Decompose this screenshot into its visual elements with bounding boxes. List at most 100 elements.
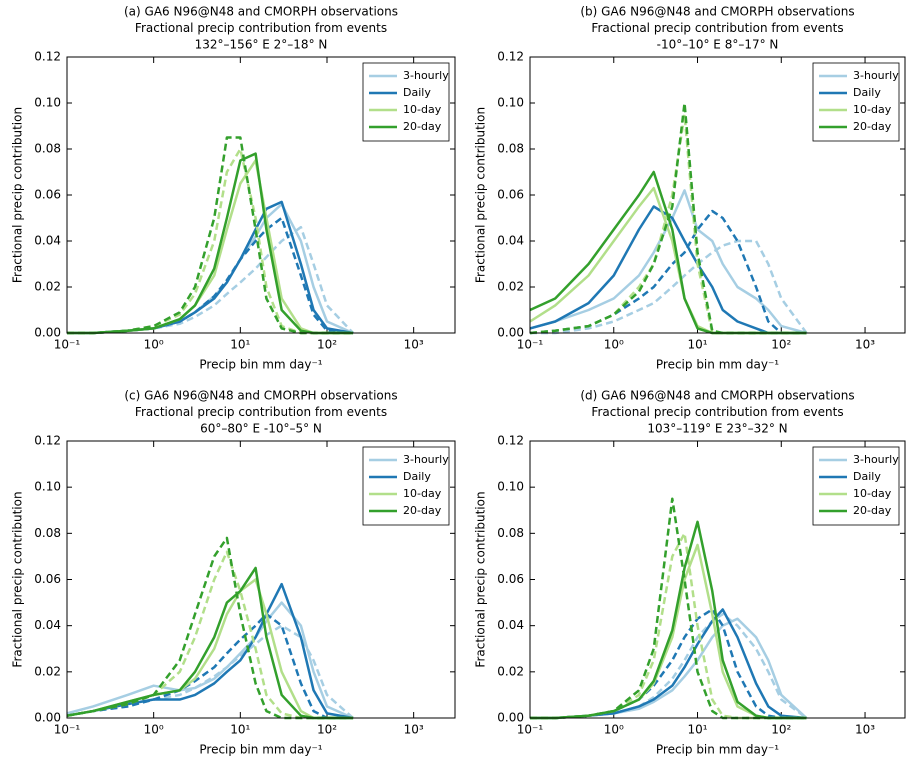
series-dashed-line: [66, 536, 354, 720]
y-axis-label: Fractional precip contribution: [474, 107, 488, 283]
legend-label: 3-hourly: [403, 453, 449, 466]
series-dashed-line: [67, 136, 354, 335]
y-tick-label: 0.08: [34, 142, 61, 156]
y-tick-label: 0.00: [497, 711, 524, 725]
y-tick-label: 0.04: [497, 618, 524, 632]
y-tick-label: 0.12: [497, 50, 524, 64]
legend-label: 10-day: [853, 487, 892, 500]
chart-title: (a) GA6 N96@N48 and CMORPH observations: [124, 5, 398, 19]
y-tick-label: 0.00: [34, 711, 61, 725]
x-tick-label: 10⁻¹: [517, 723, 544, 737]
series-line: [67, 200, 354, 335]
y-tick-label: 0.06: [34, 572, 61, 586]
y-tick-label: 0.04: [497, 234, 524, 248]
x-axis-label: Precip bin mm day⁻¹: [199, 743, 322, 757]
legend-label: 10-day: [853, 103, 892, 116]
chart-title: (d) GA6 N96@N48 and CMORPH observations: [580, 389, 854, 403]
x-tick-label: 10¹: [687, 338, 707, 352]
chart-title: 103°–119° E 23°–32° N: [647, 422, 787, 436]
series-line: [67, 152, 354, 335]
series-dashed-line: [530, 532, 807, 720]
plot-frame: [66, 56, 456, 334]
series-line: [529, 205, 807, 335]
x-tick-label: 10⁰: [144, 723, 164, 737]
chart-title: Fractional precip contribution from even…: [135, 405, 387, 419]
x-tick-label: 10⁰: [604, 338, 624, 352]
plot-frame: [66, 440, 456, 719]
y-tick-label: 0.10: [497, 96, 524, 110]
x-tick-label: 10²: [771, 723, 791, 737]
y-tick-label: 0.08: [497, 526, 524, 540]
legend-label: Daily: [403, 86, 431, 99]
x-axis-label: Precip bin mm day⁻¹: [656, 358, 779, 372]
series-line: [529, 189, 807, 335]
series-dashed-line: [67, 216, 354, 335]
legend-label: Daily: [853, 470, 881, 483]
series-line: [66, 582, 354, 720]
legend-label: 3-hourly: [853, 69, 899, 82]
x-tick-label: 10¹: [230, 338, 250, 352]
y-axis-label: Fractional precip contribution: [474, 491, 488, 667]
y-tick-label: 0.02: [34, 280, 61, 294]
chart-title: (c) GA6 N96@N48 and CMORPH observations: [124, 389, 397, 403]
y-tick-label: 0.10: [34, 480, 61, 494]
x-tick-label: 10⁰: [144, 338, 164, 352]
y-tick-label: 0.06: [34, 188, 61, 202]
legend-label: 3-hourly: [853, 453, 899, 466]
chart-title: 132°–156° E 2°–18° N: [195, 38, 328, 52]
series-dashed-line: [67, 147, 354, 335]
x-tick-label: 10¹: [687, 723, 707, 737]
x-tick-label: 10⁻¹: [54, 338, 81, 352]
series-line: [67, 202, 354, 335]
chart-title: Fractional precip contribution from even…: [591, 405, 843, 419]
series-dashed-line: [529, 101, 807, 335]
series-dashed-line: [66, 624, 354, 719]
legend-label: Daily: [853, 86, 881, 99]
y-tick-label: 0.02: [34, 664, 61, 678]
x-tick-label: 10²: [771, 338, 791, 352]
series-line: [530, 617, 808, 720]
y-axis-label: Fractional precip contribution: [11, 107, 25, 283]
legend-label: 3-hourly: [403, 69, 449, 82]
chart-title: (b) GA6 N96@N48 and CMORPH observations: [580, 5, 854, 19]
y-tick-label: 0.04: [34, 234, 61, 248]
legend-label: 20-day: [853, 120, 892, 133]
legend-label: 10-day: [403, 103, 442, 116]
y-tick-label: 0.00: [34, 326, 61, 340]
series-line: [66, 578, 354, 720]
legend-label: Daily: [403, 470, 431, 483]
y-tick-label: 0.02: [497, 664, 524, 678]
series-dashed-line: [66, 612, 354, 720]
y-tick-label: 0.10: [497, 480, 524, 494]
chart-title: 60°–80° E -10°–5° N: [200, 422, 322, 436]
x-tick-label: 10⁰: [604, 723, 624, 737]
x-tick-label: 10³: [855, 723, 875, 737]
x-tick-label: 10²: [317, 338, 337, 352]
legend-label: 20-day: [853, 504, 892, 517]
y-tick-label: 0.10: [34, 96, 61, 110]
chart-title: -10°–10° E 8°–17° N: [657, 38, 779, 52]
y-tick-label: 0.02: [497, 280, 524, 294]
chart-title: Fractional precip contribution from even…: [135, 21, 387, 35]
y-tick-label: 0.06: [497, 188, 524, 202]
x-tick-label: 10⁻¹: [54, 723, 81, 737]
x-tick-label: 10²: [317, 723, 337, 737]
x-tick-label: 10³: [404, 338, 424, 352]
plot-frame: [529, 440, 906, 719]
series-dashed-line: [530, 497, 807, 720]
y-axis-label: Fractional precip contribution: [11, 491, 25, 667]
x-tick-label: 10³: [855, 338, 875, 352]
series-dashed-line: [530, 239, 808, 335]
y-tick-label: 0.08: [34, 526, 61, 540]
y-tick-label: 0.00: [497, 326, 524, 340]
y-tick-label: 0.12: [497, 434, 524, 448]
y-tick-label: 0.06: [497, 572, 524, 586]
x-tick-label: 10¹: [230, 723, 250, 737]
y-tick-label: 0.08: [497, 142, 524, 156]
chart-title: Fractional precip contribution from even…: [591, 21, 843, 35]
x-axis-label: Precip bin mm day⁻¹: [199, 358, 322, 372]
series-dashed-line: [67, 225, 354, 335]
y-tick-label: 0.12: [34, 434, 61, 448]
